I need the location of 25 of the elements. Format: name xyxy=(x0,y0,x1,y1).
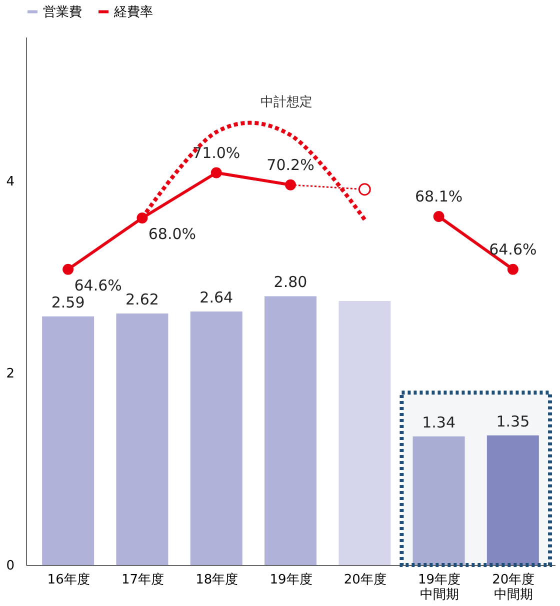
y-tick-label: 4 xyxy=(6,174,14,190)
data-label: 2.80 xyxy=(274,273,308,292)
data-label: 1.34 xyxy=(422,413,456,432)
x-tick-label: 18年度 xyxy=(196,572,238,588)
data-label: 68.1% xyxy=(414,188,463,206)
x-tick-label: 20年度 xyxy=(344,572,386,588)
x-tick-label: 16年度 xyxy=(47,572,90,588)
data-label: 68.0% xyxy=(148,225,196,244)
series-label: 中計想定 xyxy=(260,95,312,110)
x-tick-label: 19年度中間期 xyxy=(418,572,461,602)
data-label: 2.62 xyxy=(126,290,159,308)
data-label: 71.0% xyxy=(192,144,240,162)
data-label: 64.6% xyxy=(489,240,537,258)
legend-label: 営業費 xyxy=(43,4,82,20)
y-tick-label: 2 xyxy=(6,366,14,382)
legend-label: 経費率 xyxy=(113,4,153,20)
data-label: 64.6% xyxy=(74,276,122,294)
data-label: 2.59 xyxy=(51,293,85,312)
x-tick-label: 20年度中間期 xyxy=(492,572,535,602)
data-label: 70.2% xyxy=(266,156,314,174)
x-tick-label: 19年度 xyxy=(270,572,312,588)
data-label: 2.64 xyxy=(200,288,234,307)
x-tick-label: 17年度 xyxy=(121,572,164,588)
data-label: 1.35 xyxy=(496,412,530,430)
y-tick-label: 0 xyxy=(6,558,14,574)
